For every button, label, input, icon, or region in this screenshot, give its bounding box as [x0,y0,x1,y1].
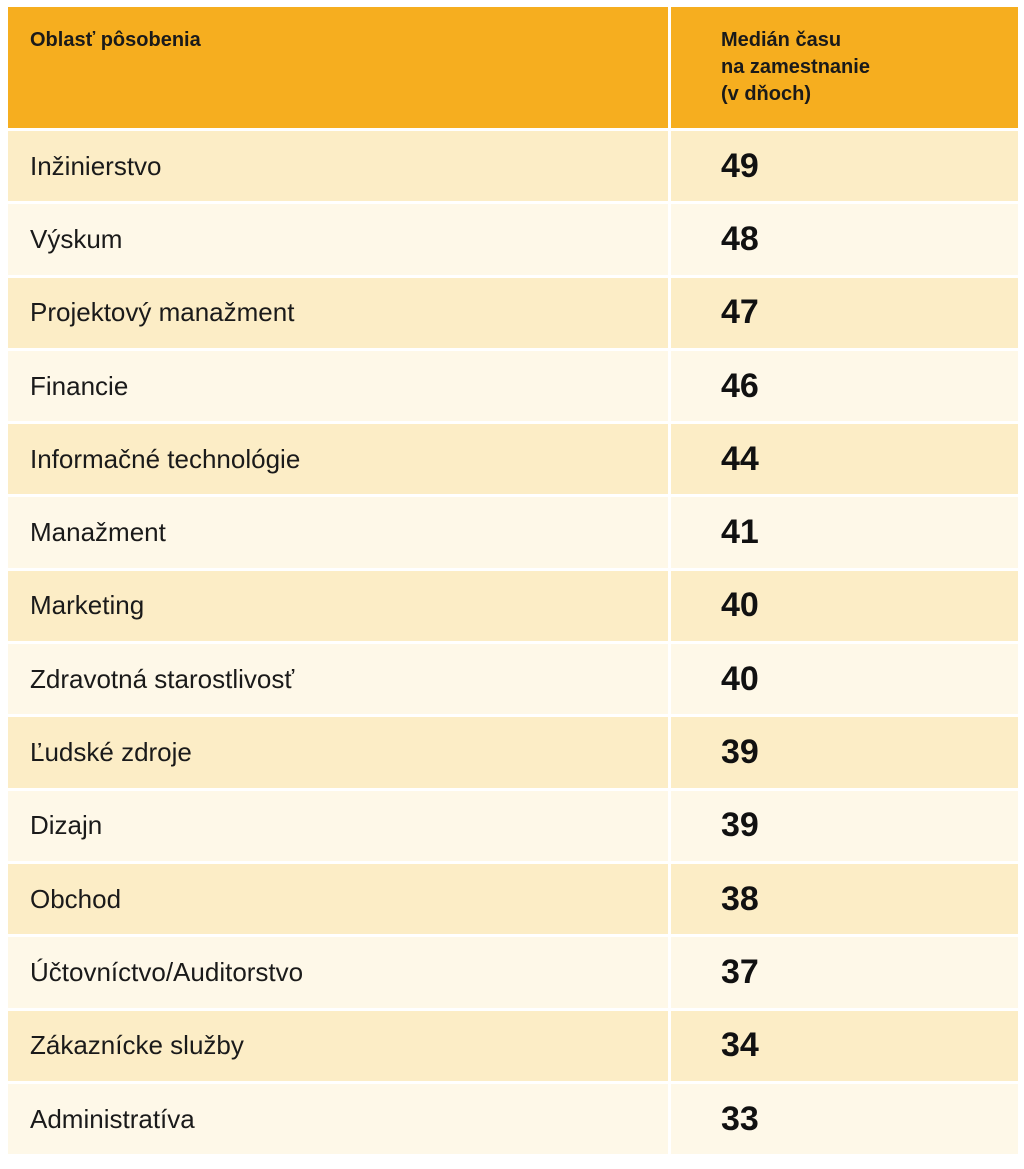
area-cell: Obchod [8,863,671,935]
median-days-cell: 40 [671,644,1018,715]
median-time-table: Oblasť pôsobenia Medián času na zamestna… [8,7,1018,1158]
area-cell: Marketing [8,570,671,642]
header-median-line-3: (v dňoch) [721,83,811,105]
table-row: Účtovníctvo/Auditorstvo 37 [8,937,1018,1011]
table-row: Zdravotná starostlivosť 40 [8,644,1018,718]
table-row: Zákaznícke služby 34 [8,1010,1018,1084]
median-days-cell: 48 [671,204,1018,275]
table-row: Manažment 41 [8,497,1018,571]
area-cell: Ľudské zdroje [8,717,671,788]
header-median-line-2: na zamestnanie [721,56,870,78]
table-row: Výskum 48 [8,204,1018,278]
median-days-cell: 40 [671,570,1018,642]
table-body: Inžinierstvo 49 Výskum 48 Projektový manažme… [8,131,1018,1158]
median-days-cell: 38 [671,863,1018,935]
table-row: Dizajn 39 [8,790,1018,864]
area-cell: Účtovníctvo/Auditorstvo [8,937,671,1008]
area-cell: Financie [8,350,671,422]
area-cell: Zdravotná starostlivosť [8,644,671,715]
area-cell: Inžinierstvo [8,131,671,202]
median-days-cell: 37 [671,937,1018,1008]
header-area: Oblasť pôsobenia [8,7,671,128]
area-cell: Zákaznícke služby [8,1010,671,1081]
table-header-row: Oblasť pôsobenia Medián času na zamestna… [8,7,1018,131]
median-days-cell: 41 [671,497,1018,568]
area-cell: Projektový manažment [8,277,671,348]
median-days-cell: 47 [671,277,1018,348]
table-row: Marketing 40 [8,570,1018,645]
area-cell: Výskum [8,204,671,275]
median-days-cell: 49 [671,131,1018,202]
table-row: Inžinierstvo 49 [8,131,1018,205]
table-row: Administratíva 33 [8,1083,1018,1158]
area-cell: Administratíva [8,1083,671,1155]
median-days-cell: 39 [671,790,1018,861]
table-row: Financie 46 [8,350,1018,425]
table-row: Projektový manažment 47 [8,277,1018,351]
area-cell: Dizajn [8,790,671,861]
area-cell: Informačné technológie [8,424,671,495]
median-days-cell: 33 [671,1083,1018,1155]
table-row: Ľudské zdroje 39 [8,717,1018,791]
header-median: Medián času na zamestnanie (v dňoch) [671,7,1018,128]
median-days-cell: 34 [671,1010,1018,1081]
header-median-line-1: Medián času [721,29,842,51]
area-cell: Manažment [8,497,671,568]
median-days-cell: 44 [671,424,1018,495]
median-days-cell: 46 [671,350,1018,422]
median-days-cell: 39 [671,717,1018,788]
table-row: Obchod 38 [8,863,1018,938]
header-area-label: Oblasť pôsobenia [30,29,201,51]
table-row: Informačné technológie 44 [8,424,1018,498]
